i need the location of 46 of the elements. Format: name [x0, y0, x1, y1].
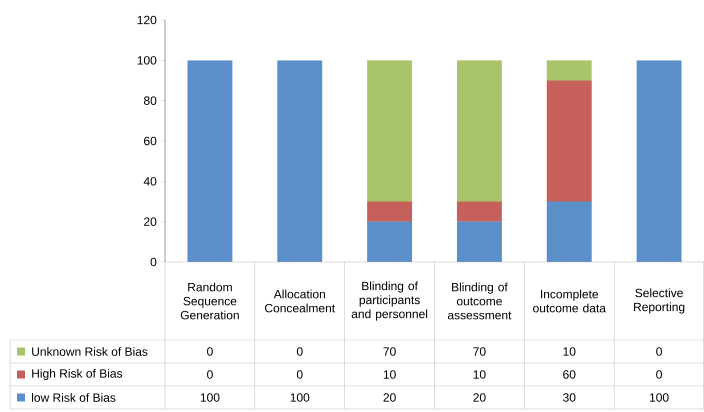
y-tick-label: 40	[144, 177, 156, 186]
bar	[367, 60, 412, 202]
data-label: 0	[296, 370, 303, 379]
data-label: 60	[563, 370, 576, 379]
y-tick-label: 20	[144, 217, 156, 226]
y-tick-label: 80	[144, 96, 156, 105]
data-label: 20	[473, 393, 486, 402]
y-tick-label: 60	[144, 136, 156, 146]
y-tick-label: 120	[138, 16, 156, 24]
bar	[546, 80, 592, 202]
x-tick-label: Blinding of outcome assessment	[448, 282, 512, 320]
y-tick-label: 0	[150, 258, 156, 266]
bar	[456, 60, 502, 202]
data-label: 70	[384, 347, 396, 356]
bar	[367, 222, 412, 262]
data-label: 100	[290, 393, 310, 402]
legend-label: Unknown Risk of Bias	[32, 347, 148, 356]
bar	[187, 60, 232, 262]
data-label: 10	[563, 347, 576, 356]
legend-label: High Risk of Bias	[32, 368, 122, 380]
bar	[546, 201, 592, 262]
data-label: 0	[656, 370, 662, 379]
legend-label: low Risk of Bias	[32, 393, 116, 402]
x-tick-label: Random Sequence Generation	[180, 282, 239, 320]
data-label: 20	[384, 393, 396, 402]
data-label: 0	[656, 347, 662, 356]
x-tick-label: Incomplete outcome data	[533, 290, 606, 312]
data-label: 0	[207, 370, 213, 379]
bar	[277, 60, 322, 262]
x-tick-label: Allocation Concealment	[265, 290, 336, 312]
data-label: 10	[384, 370, 396, 379]
bar	[546, 60, 592, 80]
data-label: 100	[650, 393, 669, 402]
data-label: 70	[473, 347, 486, 356]
x-tick-label: Blinding of participants and personnel	[352, 281, 428, 321]
y-tick-label: 100	[138, 56, 156, 65]
data-label: 10	[474, 370, 486, 379]
bar	[636, 60, 682, 262]
bar	[456, 222, 502, 262]
data-label: 30	[563, 393, 576, 402]
data-label: 0	[296, 347, 303, 356]
x-tick-label: Selective Reporting	[634, 288, 684, 314]
bar	[456, 201, 502, 222]
data-label: 100	[200, 393, 220, 402]
data-label: 0	[207, 347, 213, 356]
bar	[367, 201, 412, 222]
